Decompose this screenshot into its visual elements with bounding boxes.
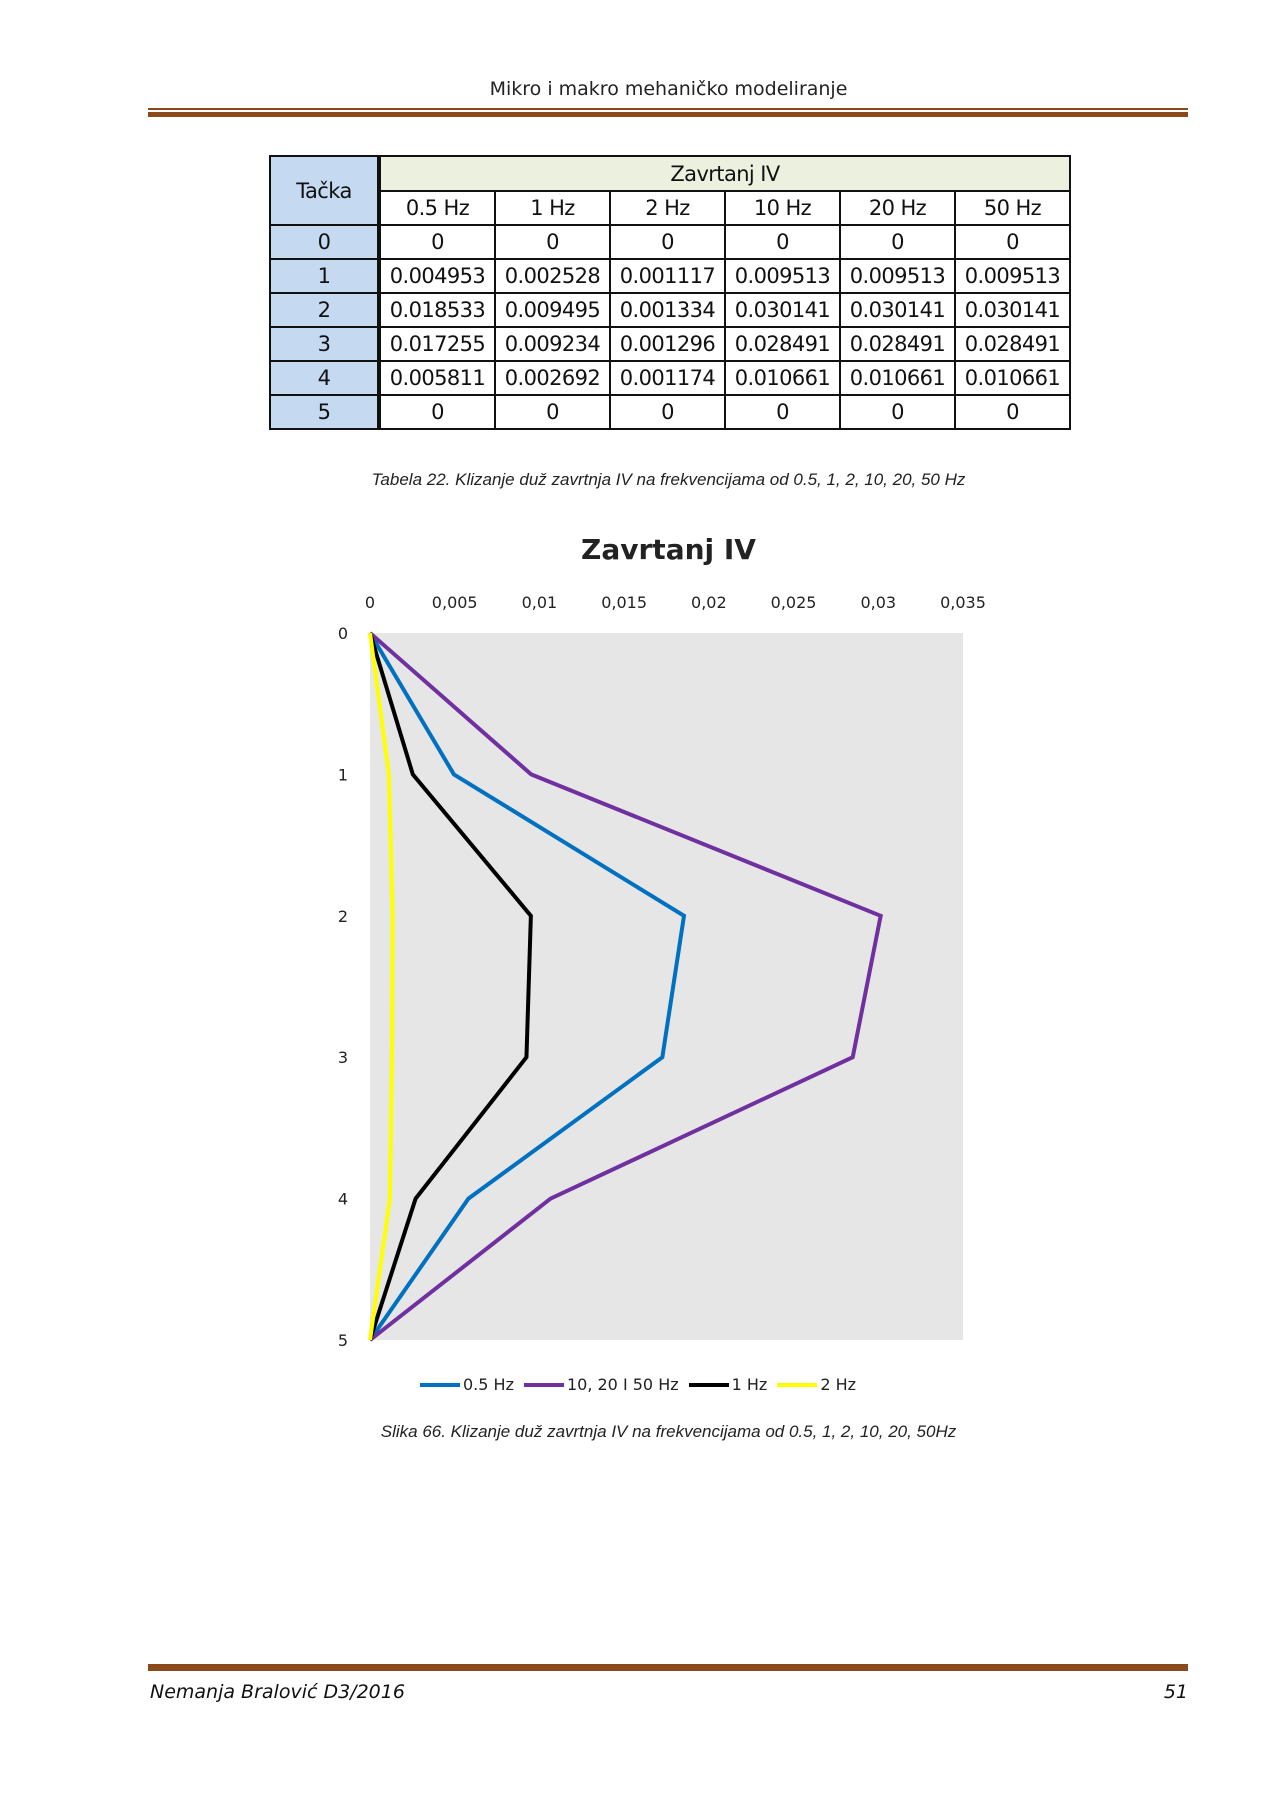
series-line — [368, 632, 395, 1341]
value-cell: 0.010661 — [839, 360, 956, 396]
value-cell: 0 — [494, 224, 611, 260]
value-cell: 0.009513 — [839, 258, 956, 294]
x-tick-label: 0,03 — [860, 593, 896, 612]
value-cell: 0 — [839, 394, 956, 430]
table-caption: Tabela 22. Klizanje duž zavrtnja IV na f… — [371, 470, 966, 489]
value-cell: 0.028491 — [839, 326, 956, 362]
data-table: Tačka Zavrtanj IV 0.5 Hz 1 Hz 2 Hz 10 Hz 20 … — [269, 155, 1071, 430]
legend-item: 0.5 Hz — [420, 1375, 514, 1394]
series-line — [368, 631, 883, 1342]
x-tick-label: 0,035 — [940, 593, 986, 612]
series-line — [368, 632, 533, 1341]
legend-swatch — [523, 1382, 564, 1387]
running-header: Mikro i makro mehaničko modeliranje — [489, 78, 848, 100]
column-header: 50 Hz — [954, 190, 1071, 226]
value-cell: 0.001296 — [609, 326, 726, 362]
point-cell: 4 — [269, 360, 381, 396]
legend-label: 1 Hz — [731, 1375, 768, 1394]
value-cell: 0.002692 — [494, 360, 611, 396]
table-row: 2 0.018533 0.009495 0.001334 0.030141 0.03014… — [269, 292, 1071, 328]
column-header: 0.5 Hz — [378, 190, 496, 226]
row-header: Tačka — [269, 155, 381, 226]
value-cell: 0.010661 — [724, 360, 841, 396]
x-tick-label: 0 — [365, 593, 375, 612]
legend-label: 2 Hz — [820, 1375, 857, 1394]
point-cell: 1 — [269, 258, 381, 294]
series-line — [368, 631, 687, 1342]
group-header: Zavrtanj IV — [378, 155, 1071, 192]
header-rule — [148, 108, 1188, 117]
value-cell: 0 — [494, 394, 611, 430]
value-cell: 0 — [954, 394, 1071, 430]
footer-rule — [148, 1662, 1188, 1671]
value-cell: 0.030141 — [724, 292, 841, 328]
y-tick-label: 3 — [338, 1048, 348, 1067]
value-cell: 0.030141 — [954, 292, 1071, 328]
value-cell: 0 — [954, 224, 1071, 260]
value-cell: 0 — [724, 224, 841, 260]
legend-swatch — [420, 1382, 460, 1387]
value-cell: 0.018533 — [378, 292, 496, 328]
value-cell: 0.009495 — [494, 292, 611, 328]
table-row: 1 0.004953 0.002528 0.001117 0.009513 0.00951… — [269, 258, 1071, 294]
point-cell: 0 — [269, 224, 381, 260]
x-tick-label: 0,015 — [601, 593, 647, 612]
value-cell: 0.009513 — [724, 258, 841, 294]
chart-title: Zavrtanj IV — [581, 533, 756, 566]
value-cell: 0.009513 — [954, 258, 1071, 294]
value-cell: 0.005811 — [378, 360, 496, 396]
footer-author: Nemanja Bralović D3/2016 — [150, 1681, 405, 1703]
column-header: 20 Hz — [839, 190, 956, 226]
point-cell: 2 — [269, 292, 381, 328]
legend-item: 2 Hz — [777, 1375, 856, 1394]
value-cell: 0.030141 — [839, 292, 956, 328]
value-cell: 0 — [378, 394, 496, 430]
value-cell: 0.001117 — [609, 258, 726, 294]
legend-label: 10, 20 I 50 Hz — [566, 1375, 679, 1394]
legend-label: 0.5 Hz — [463, 1375, 514, 1394]
value-cell: 0 — [378, 224, 496, 260]
legend-swatch — [688, 1382, 729, 1387]
plot-area — [370, 633, 963, 1340]
legend-item: 10, 20 I 50 Hz — [523, 1375, 679, 1394]
column-header: 10 Hz — [724, 190, 841, 226]
legend-item: 1 Hz — [688, 1375, 768, 1394]
table-row: 4 0.005811 0.002692 0.001174 0.010661 0.01066… — [269, 360, 1071, 396]
column-header: 1 Hz — [494, 190, 611, 226]
value-cell: 0 — [609, 394, 726, 430]
point-cell: 3 — [269, 326, 381, 362]
y-tick-label: 1 — [338, 765, 348, 784]
x-tick-label: 0,01 — [522, 593, 558, 612]
value-cell: 0 — [609, 224, 726, 260]
y-tick-label: 5 — [338, 1331, 348, 1350]
y-tick-label: 2 — [338, 907, 348, 926]
value-cell: 0.028491 — [724, 326, 841, 362]
page-number: 51 — [1163, 1681, 1188, 1703]
value-cell: 0.002528 — [494, 258, 611, 294]
chart-legend: 0.5 Hz 10, 20 I 50 Hz 1 Hz 2 Hz — [420, 1375, 866, 1394]
x-tick-label: 0,005 — [432, 593, 478, 612]
value-cell: 0 — [839, 224, 956, 260]
value-cell: 0.028491 — [954, 326, 1071, 362]
value-cell: 0.009234 — [494, 326, 611, 362]
table-row: 3 0.017255 0.009234 0.001296 0.028491 0.02849… — [269, 326, 1071, 362]
figure-caption: Slika 66. Klizanje duž zavrtnja IV na fr… — [380, 1422, 957, 1441]
value-cell: 0.001174 — [609, 360, 726, 396]
y-tick-label: 4 — [338, 1190, 348, 1209]
x-tick-label: 0,02 — [691, 593, 727, 612]
value-cell: 0.001334 — [609, 292, 726, 328]
value-cell: 0.017255 — [378, 326, 496, 362]
point-cell: 5 — [269, 394, 381, 430]
value-cell: 0 — [724, 394, 841, 430]
legend-swatch — [777, 1382, 818, 1387]
x-tick-label: 0,025 — [771, 593, 817, 612]
y-tick-label: 0 — [338, 624, 348, 643]
value-cell: 0.010661 — [954, 360, 1071, 396]
value-cell: 0.004953 — [378, 258, 496, 294]
column-header: 2 Hz — [609, 190, 726, 226]
